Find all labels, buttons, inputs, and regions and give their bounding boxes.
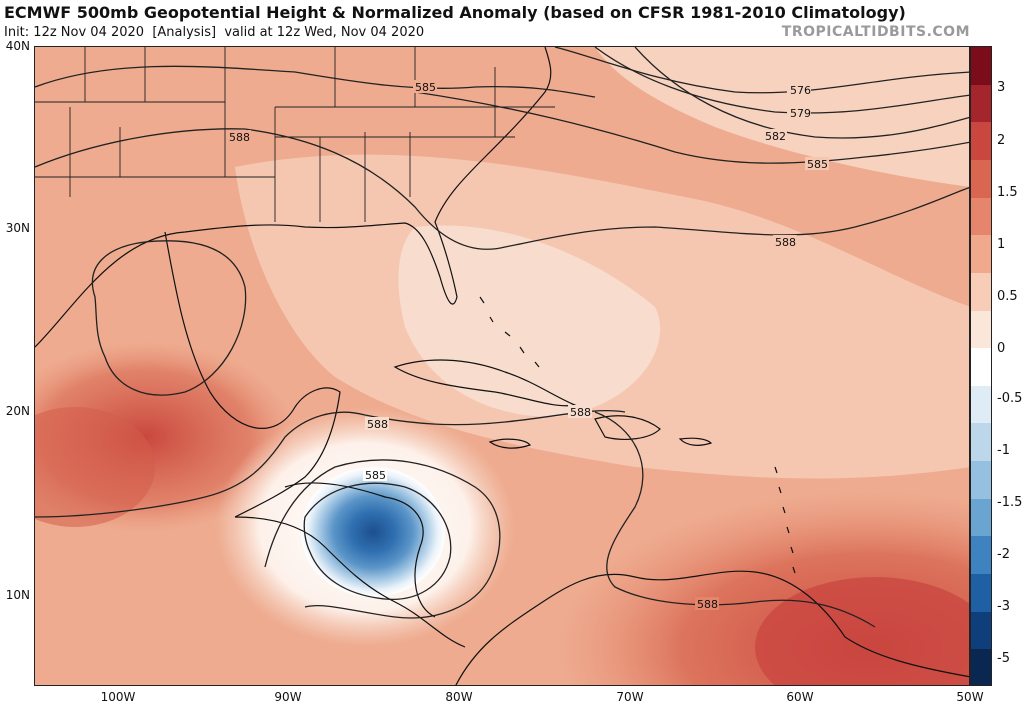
colorbar-segment — [971, 310, 991, 350]
brand-watermark: TROPICALTIDBITS.COM — [781, 24, 970, 40]
contour-label: 576 — [790, 84, 811, 97]
colorbar-segment — [971, 348, 991, 387]
lat-label: 40N — [5, 39, 30, 53]
contour-label: 588 — [697, 598, 718, 611]
colorbar — [970, 46, 992, 686]
colorbar-label: -1 — [997, 443, 1010, 458]
colorbar-segment — [971, 536, 991, 576]
run-type: [Analysis] — [152, 25, 217, 40]
colorbar-label: 1 — [997, 237, 1006, 252]
colorbar-label: -0.5 — [997, 391, 1023, 406]
lon-label: 50W — [956, 690, 984, 704]
contour-labels: 585 576 579 582 585 588 588 588 588 585 … — [227, 80, 829, 611]
contour-label: 588 — [367, 418, 388, 431]
colorbar-segment — [971, 461, 991, 500]
colorbar-segment — [971, 574, 991, 613]
colorbar-segment — [971, 122, 991, 161]
lat-label: 20N — [5, 404, 30, 418]
contour-label: 585 — [807, 158, 828, 171]
colorbar-label: 0.5 — [997, 289, 1018, 304]
colorbar-label: 3 — [997, 80, 1006, 95]
init-time: Init: 12z Nov 04 2020 — [4, 25, 145, 40]
lon-label: 80W — [445, 690, 473, 704]
map-panel: 585 576 579 582 585 588 588 588 588 585 … — [34, 46, 970, 686]
colorbar-label: -5 — [997, 651, 1010, 666]
valid-time: valid at 12z Wed, Nov 04 2020 — [224, 25, 425, 40]
colorbar-label: -1.5 — [997, 495, 1023, 510]
map-subtitle: Init: 12z Nov 04 2020 [Analysis] valid a… — [4, 25, 424, 40]
lon-label: 100W — [100, 690, 136, 704]
colorbar-segment — [971, 423, 991, 463]
contour-label: 585 — [365, 469, 386, 482]
colorbar-segment — [971, 84, 991, 124]
map-title: ECMWF 500mb Geopotential Height & Normal… — [4, 3, 906, 22]
colorbar-segment — [971, 649, 991, 685]
colorbar-label: 1.5 — [997, 185, 1018, 200]
colorbar-segment — [971, 385, 991, 425]
height-contours — [35, 47, 969, 628]
pacific-warm-anomaly — [35, 407, 155, 527]
colorbar-label: 2 — [997, 133, 1006, 148]
lon-label: 60W — [786, 690, 814, 704]
light-anomaly-core — [398, 225, 661, 417]
contour-label: 582 — [765, 130, 786, 143]
colorbar-label: -2 — [997, 547, 1010, 562]
map-canvas: 585 576 579 582 585 588 588 588 588 585 … — [35, 47, 969, 685]
colorbar-segment — [971, 47, 991, 86]
lon-label: 90W — [274, 690, 302, 704]
contour-label: 585 — [415, 81, 436, 94]
lon-label: 70W — [616, 690, 644, 704]
colorbar-label: -3 — [997, 599, 1010, 614]
lat-label: 30N — [5, 221, 30, 235]
contour-label: 588 — [229, 131, 250, 144]
colorbar-segment — [971, 159, 991, 199]
colorbar-segment — [971, 272, 991, 312]
colorbar-segment — [971, 197, 991, 237]
colorbar-segment — [971, 498, 991, 538]
colorbar-segment — [971, 611, 991, 651]
colorbar-label: 0 — [997, 341, 1006, 356]
contour-label: 588 — [775, 236, 796, 249]
lat-label: 10N — [5, 588, 30, 602]
coastlines — [35, 47, 969, 685]
strong-warm-core — [755, 577, 969, 685]
cold-anomaly-center — [301, 467, 445, 597]
state-borders — [35, 47, 555, 222]
contour-label: 588 — [570, 406, 591, 419]
contour-label: 579 — [790, 107, 811, 120]
colorbar-segment — [971, 235, 991, 274]
